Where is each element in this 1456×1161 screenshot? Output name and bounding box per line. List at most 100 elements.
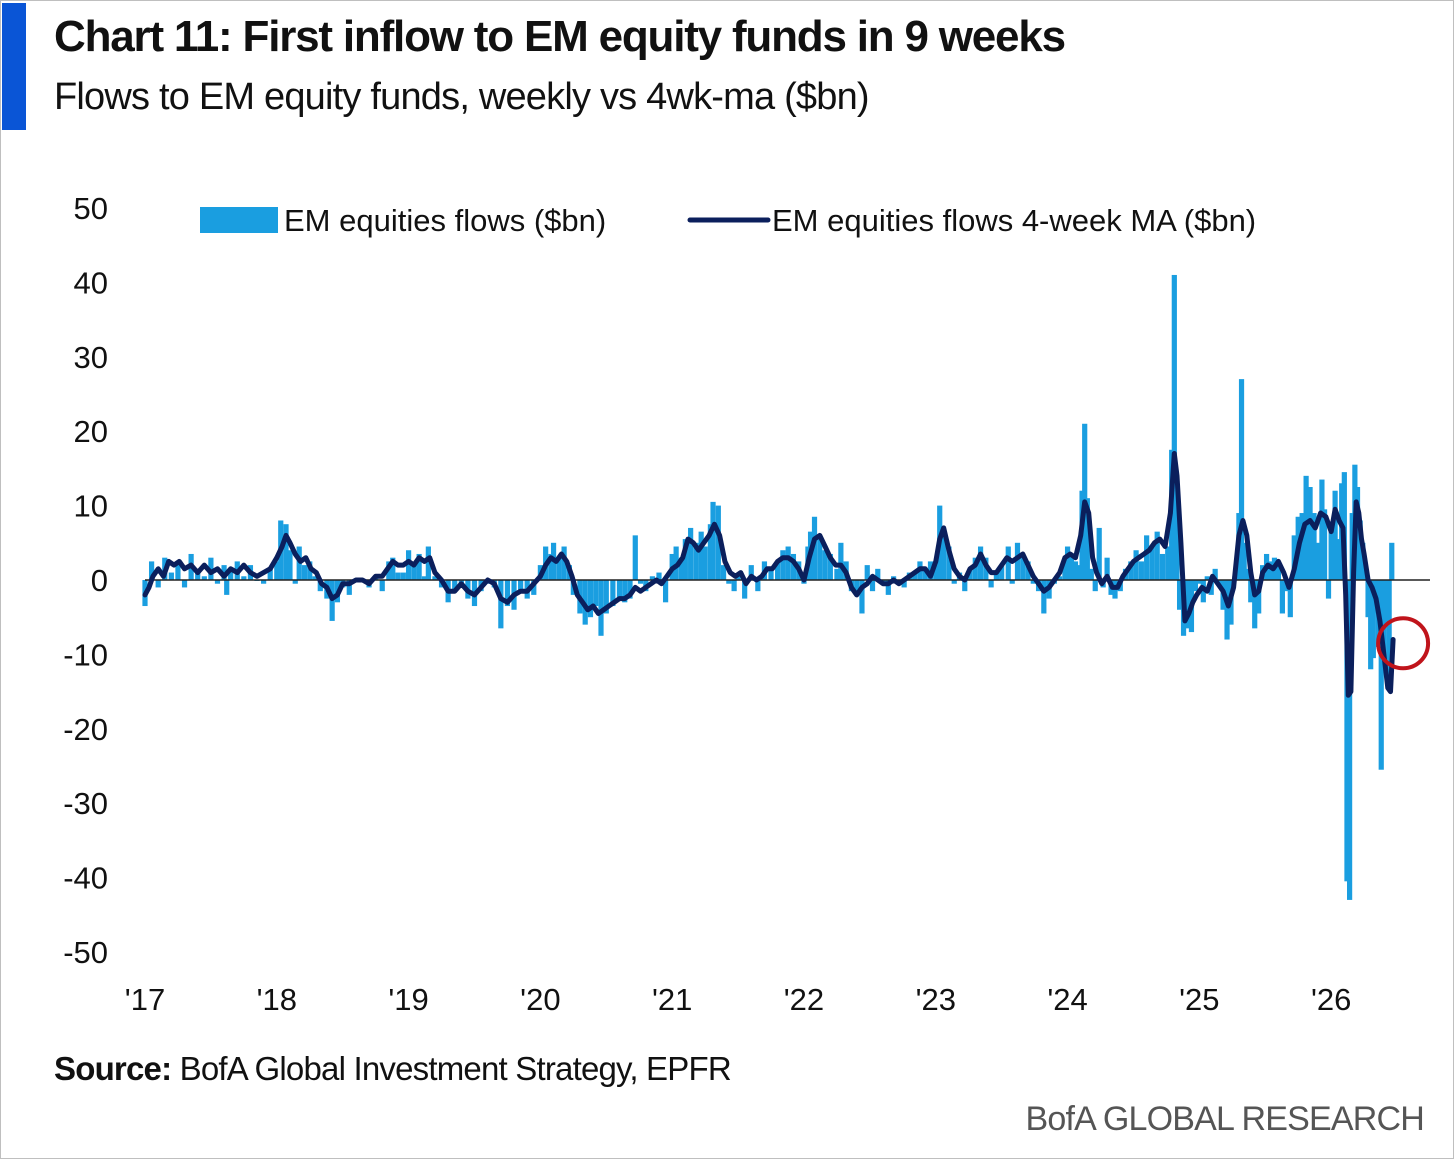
y-tick-label: 40 — [74, 265, 108, 300]
bar — [1386, 580, 1392, 685]
bar — [1192, 580, 1199, 592]
bar — [742, 580, 748, 599]
bar — [400, 572, 406, 580]
bar — [854, 580, 860, 595]
legend-label-line: EM equities flows 4-week MA ($bn) — [772, 203, 1256, 238]
bar — [1378, 580, 1384, 770]
bar — [346, 580, 352, 595]
bar — [1307, 487, 1313, 580]
bar — [1184, 580, 1191, 629]
brand-footer: BofA GLOBAL RESEARCH — [1025, 1100, 1425, 1138]
source-text: BofA Global Investment Strategy, EPFR — [179, 1050, 732, 1087]
bar — [720, 565, 727, 580]
bar — [748, 565, 754, 580]
bar — [603, 580, 609, 614]
x-tick-label: '22 — [784, 982, 824, 1017]
x-tick-label: '21 — [652, 982, 692, 1017]
bar — [735, 576, 741, 580]
ma-line — [142, 451, 1396, 698]
bar — [148, 561, 155, 580]
bar — [731, 580, 737, 592]
bar — [834, 568, 840, 580]
bar — [390, 557, 396, 580]
bar — [656, 572, 662, 580]
bar — [301, 565, 308, 580]
bar — [933, 565, 939, 580]
bar — [1159, 553, 1166, 580]
x-axis: '17 '18 '19 '20 '21 '22 '23 '24 '25 '26 — [125, 982, 1352, 1017]
bar — [1154, 531, 1160, 580]
bar — [790, 553, 797, 580]
bar — [838, 542, 844, 580]
bar — [702, 546, 708, 580]
bar — [1005, 546, 1011, 580]
chart-plot: EM equities flows ($bn) EM equities flows… — [63, 191, 1431, 1017]
bar — [155, 580, 161, 588]
bar — [780, 550, 786, 580]
bar — [425, 546, 431, 580]
bar — [168, 572, 174, 580]
bar — [1084, 498, 1090, 580]
bar — [1030, 580, 1036, 584]
bar — [1062, 561, 1068, 580]
bar — [869, 580, 876, 592]
bar — [662, 580, 669, 603]
bar — [561, 546, 567, 580]
x-tick-label: '17 — [125, 982, 165, 1017]
bar — [1321, 509, 1328, 580]
bar — [785, 546, 791, 580]
bar — [201, 576, 207, 580]
bar — [710, 501, 716, 580]
bar — [1204, 576, 1210, 580]
bar — [593, 580, 599, 607]
bar — [421, 576, 428, 580]
bar — [395, 572, 401, 580]
bar — [1009, 580, 1015, 584]
bar — [1368, 580, 1374, 670]
bar — [1256, 580, 1262, 614]
bar — [885, 580, 891, 595]
y-tick-label: 0 — [91, 563, 108, 598]
bar — [274, 561, 280, 580]
bar — [1014, 542, 1021, 580]
bar — [946, 546, 952, 580]
x-tick-label: '19 — [388, 982, 428, 1017]
bar — [988, 580, 994, 588]
bar — [411, 565, 417, 580]
y-tick-label: 30 — [74, 340, 108, 375]
bar — [1244, 568, 1250, 580]
source-note: Source: BofA Global Investment Strategy,… — [54, 1050, 732, 1088]
bar — [416, 553, 422, 580]
bar — [822, 550, 828, 580]
bar — [1076, 565, 1083, 580]
bar — [875, 568, 881, 580]
bar — [1057, 576, 1063, 580]
y-tick-label: -50 — [63, 935, 108, 970]
bar — [228, 568, 234, 580]
bar — [864, 565, 870, 580]
bar — [859, 580, 865, 614]
bar — [241, 576, 247, 580]
x-tick-label: '26 — [1311, 982, 1351, 1017]
chart-title: Chart 11: First inflow to EM equity fund… — [54, 12, 1066, 61]
x-tick-label: '24 — [1047, 982, 1087, 1017]
bar — [175, 561, 181, 580]
bar — [1088, 568, 1094, 580]
bar — [1068, 553, 1075, 580]
bar — [1165, 546, 1171, 580]
bar — [1287, 580, 1293, 618]
bar — [1064, 546, 1071, 580]
y-tick-label: -20 — [63, 712, 108, 747]
x-tick-label: '20 — [520, 982, 560, 1017]
bar — [811, 516, 818, 580]
bar — [901, 580, 907, 588]
bar — [649, 576, 656, 580]
bar — [1176, 580, 1183, 610]
bar — [1328, 524, 1334, 580]
bar — [1344, 580, 1350, 882]
bar — [1325, 580, 1332, 599]
bar — [1104, 557, 1110, 580]
bar — [1144, 535, 1150, 580]
bar — [1092, 580, 1098, 592]
bar — [181, 580, 188, 588]
